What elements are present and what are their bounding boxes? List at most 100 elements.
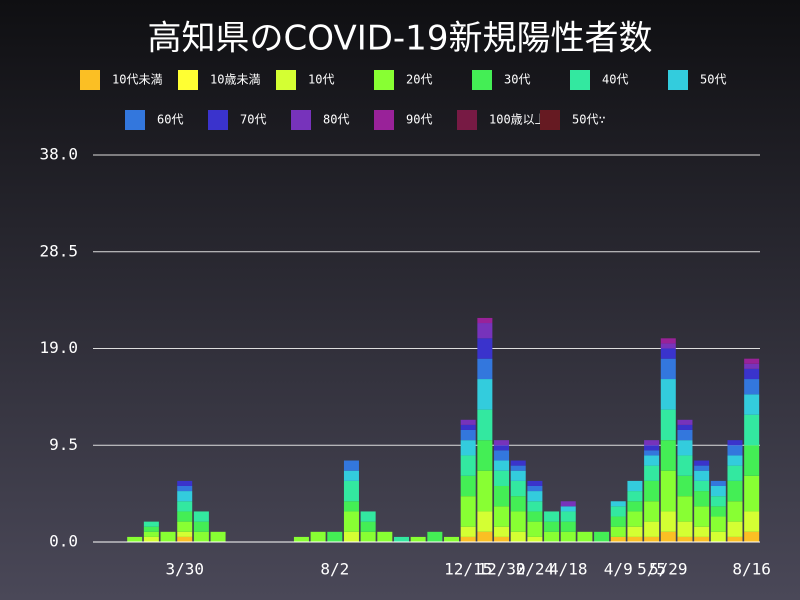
bar-segment (644, 521, 660, 537)
y-tick-label: 28.5 (39, 241, 78, 260)
legend-swatch (374, 110, 394, 130)
bar-segment (460, 419, 476, 425)
bar-segment (660, 379, 676, 410)
bar-segment (677, 440, 693, 456)
bar-segment (710, 516, 726, 532)
bar-segment (694, 491, 710, 507)
bar-segment (677, 455, 693, 476)
bar-segment (343, 511, 359, 532)
bar-segment (727, 445, 743, 456)
bar-segment (527, 501, 543, 512)
bar-segment (494, 445, 510, 451)
bar-segment (460, 475, 476, 497)
bar-segment (710, 496, 726, 507)
bar-segment (477, 317, 493, 324)
bar-segment (527, 521, 543, 537)
bar-segment (460, 455, 476, 476)
bar-segment (627, 480, 643, 492)
bar-segment (377, 531, 393, 542)
bar-segment (644, 536, 660, 542)
bar-segment (694, 526, 710, 537)
bar-segment (727, 480, 743, 502)
bar-segment (477, 379, 493, 410)
bar-segment (694, 460, 710, 466)
legend-swatch (178, 70, 198, 90)
bar-segment (710, 506, 726, 517)
bar-segment (494, 485, 510, 507)
bar-segment (510, 465, 526, 471)
legend-label: 40代 (602, 73, 628, 87)
bar-segment (510, 470, 526, 481)
bar-segment (627, 526, 643, 537)
bar-segment (694, 506, 710, 527)
y-tick-label: 0.0 (49, 532, 78, 551)
legend-swatch (668, 70, 688, 90)
bar-segment (627, 511, 643, 527)
bar-segment (727, 440, 743, 446)
bar-segment (660, 358, 676, 380)
bar-segment (644, 480, 660, 502)
bar-segment (627, 501, 643, 512)
bar-segment (177, 531, 193, 537)
bar-segment (177, 491, 193, 502)
legend-label: 50代 (700, 73, 726, 87)
bar-segment (710, 485, 726, 497)
chart-title: 高知県のCOVID-19新規陽性者数 (148, 19, 653, 59)
bar-segment (677, 424, 693, 430)
bar-segment (127, 536, 143, 542)
bar-segment (494, 536, 510, 542)
legend-swatch (570, 70, 590, 90)
bar-segment (677, 521, 693, 537)
bar-segment (744, 394, 760, 415)
bar-segment (627, 536, 643, 542)
bar-segment (727, 536, 743, 542)
bar-segment (677, 419, 693, 425)
bar-segment (694, 470, 710, 481)
bar-segment (477, 470, 493, 512)
bar-segment (527, 536, 543, 542)
bar-segment (527, 511, 543, 522)
bar-segment (193, 531, 209, 542)
bar-segment (660, 409, 676, 441)
legend-label: 70代 (240, 113, 266, 127)
bar-segment (544, 521, 560, 532)
bar-segment (444, 536, 460, 542)
y-tick-label: 19.0 (39, 338, 78, 357)
bar-segment (193, 521, 209, 532)
bar-segment (644, 445, 660, 451)
bar-segment (660, 348, 676, 359)
bar-segment (343, 460, 359, 471)
legend-label: 20代 (406, 73, 432, 87)
bar-segment (660, 343, 676, 349)
bar-segment (644, 455, 660, 466)
bar-segment (560, 506, 576, 512)
x-tick-label: 5/29 (649, 560, 688, 579)
bar-segment (477, 358, 493, 380)
legend-swatch (208, 110, 228, 130)
bar-segment (744, 475, 760, 512)
bar-segment (660, 531, 676, 542)
bar-segment (694, 536, 710, 542)
bar-segment (177, 485, 193, 492)
bar-segment (577, 531, 593, 542)
legend-swatch (540, 110, 560, 130)
bar-segment (177, 480, 193, 486)
bar-segment (427, 531, 443, 542)
bar-segment (727, 455, 743, 466)
bar-segment (727, 521, 743, 537)
bar-segment (510, 511, 526, 532)
bar-segment (143, 526, 159, 532)
bar-segment (360, 511, 376, 522)
bar-segment (744, 445, 760, 476)
legend-label: 50代∵ (572, 113, 606, 127)
bar-segment (477, 323, 493, 339)
y-tick-label: 9.5 (49, 435, 78, 454)
bar-segment (477, 409, 493, 441)
bar-segment (527, 491, 543, 502)
bar-segment (527, 480, 543, 486)
bar-segment (360, 521, 376, 532)
bar-segment (477, 440, 493, 471)
x-tick-label: 8/16 (732, 560, 771, 579)
bar-segment (710, 480, 726, 486)
